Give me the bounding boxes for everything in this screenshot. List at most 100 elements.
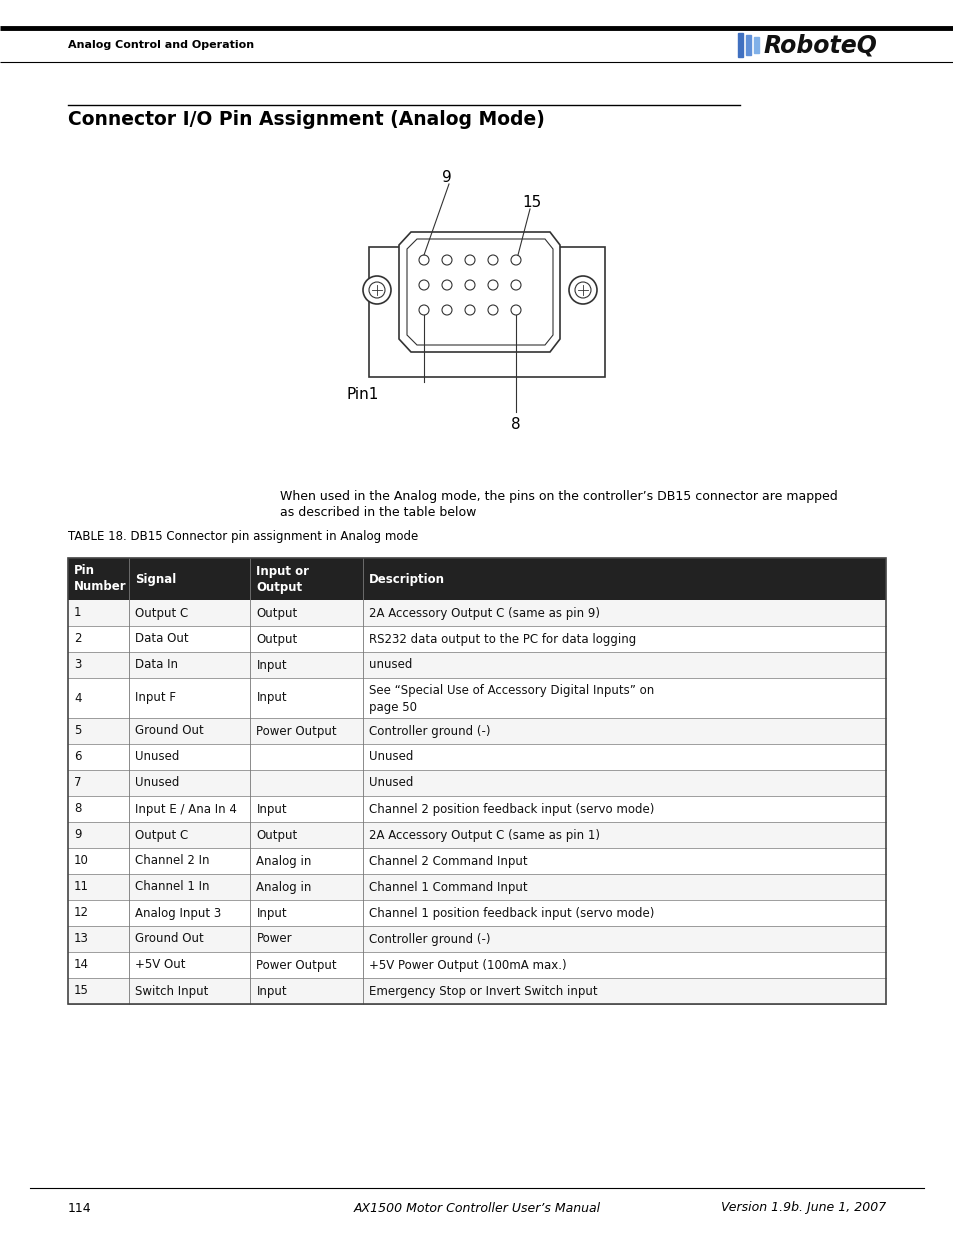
Circle shape bbox=[488, 280, 497, 290]
Bar bbox=[68, 797, 885, 823]
Text: Ground Out: Ground Out bbox=[135, 725, 204, 737]
Text: TABLE 18. DB15 Connector pin assignment in Analog mode: TABLE 18. DB15 Connector pin assignment … bbox=[68, 530, 417, 543]
Text: RoboteQ: RoboteQ bbox=[763, 33, 877, 57]
Text: 8: 8 bbox=[74, 803, 81, 815]
Text: Unused: Unused bbox=[135, 777, 179, 789]
Text: Channel 2 Command Input: Channel 2 Command Input bbox=[369, 855, 527, 867]
Bar bbox=[68, 952, 885, 978]
Circle shape bbox=[418, 305, 429, 315]
Text: Controller ground (-): Controller ground (-) bbox=[369, 725, 490, 737]
Bar bbox=[68, 558, 885, 600]
Text: Input F: Input F bbox=[135, 692, 176, 704]
Text: Channel 1 Command Input: Channel 1 Command Input bbox=[369, 881, 527, 893]
Circle shape bbox=[511, 254, 520, 266]
Text: Output: Output bbox=[256, 632, 297, 646]
Text: unused: unused bbox=[369, 658, 413, 672]
Text: RS232 data output to the PC for data logging: RS232 data output to the PC for data log… bbox=[369, 632, 636, 646]
Text: 15: 15 bbox=[74, 984, 89, 998]
Bar bbox=[68, 600, 885, 626]
Text: Ground Out: Ground Out bbox=[135, 932, 204, 946]
Text: Description: Description bbox=[369, 573, 445, 585]
Text: Output: Output bbox=[256, 829, 297, 841]
Text: 9: 9 bbox=[74, 829, 81, 841]
Text: 8: 8 bbox=[511, 417, 520, 432]
Circle shape bbox=[441, 280, 452, 290]
Bar bbox=[68, 823, 885, 848]
Text: Channel 1 position feedback input (servo mode): Channel 1 position feedback input (servo… bbox=[369, 906, 654, 920]
Text: 1: 1 bbox=[74, 606, 81, 620]
Text: 3: 3 bbox=[74, 658, 81, 672]
Bar bbox=[68, 900, 885, 926]
Circle shape bbox=[464, 305, 475, 315]
Text: Input: Input bbox=[256, 984, 287, 998]
Bar bbox=[68, 652, 885, 678]
Text: Unused: Unused bbox=[369, 751, 414, 763]
Text: 114: 114 bbox=[68, 1202, 91, 1214]
Text: 15: 15 bbox=[522, 195, 541, 210]
Circle shape bbox=[418, 280, 429, 290]
Text: +5V Power Output (100mA max.): +5V Power Output (100mA max.) bbox=[369, 958, 566, 972]
Bar bbox=[68, 848, 885, 874]
Text: Controller ground (-): Controller ground (-) bbox=[369, 932, 490, 946]
Text: +5V Out: +5V Out bbox=[135, 958, 186, 972]
Bar bbox=[68, 626, 885, 652]
Circle shape bbox=[418, 254, 429, 266]
Circle shape bbox=[511, 280, 520, 290]
Text: Analog in: Analog in bbox=[256, 855, 312, 867]
Text: Emergency Stop or Invert Switch input: Emergency Stop or Invert Switch input bbox=[369, 984, 598, 998]
Text: Power Output: Power Output bbox=[256, 725, 336, 737]
Text: Signal: Signal bbox=[135, 573, 176, 585]
Text: Pin
Number: Pin Number bbox=[74, 564, 127, 594]
Text: Version 1.9b. June 1, 2007: Version 1.9b. June 1, 2007 bbox=[720, 1202, 885, 1214]
Text: Input: Input bbox=[256, 658, 287, 672]
Text: Input E / Ana In 4: Input E / Ana In 4 bbox=[135, 803, 237, 815]
Bar bbox=[68, 926, 885, 952]
Polygon shape bbox=[398, 232, 559, 352]
Text: Input: Input bbox=[256, 692, 287, 704]
Bar bbox=[753, 37, 759, 53]
Bar bbox=[745, 35, 750, 56]
Text: 4: 4 bbox=[74, 692, 81, 704]
Circle shape bbox=[464, 254, 475, 266]
Text: 12: 12 bbox=[74, 906, 89, 920]
Text: Unused: Unused bbox=[369, 777, 414, 789]
Text: Channel 2 In: Channel 2 In bbox=[135, 855, 210, 867]
Text: as described in the table below: as described in the table below bbox=[280, 506, 476, 519]
Text: Input: Input bbox=[256, 803, 287, 815]
Text: Data Out: Data Out bbox=[135, 632, 189, 646]
Text: Unused: Unused bbox=[135, 751, 179, 763]
Circle shape bbox=[441, 254, 452, 266]
Text: Analog Control and Operation: Analog Control and Operation bbox=[68, 40, 253, 49]
Text: Output C: Output C bbox=[135, 829, 189, 841]
Text: 10: 10 bbox=[74, 855, 89, 867]
Text: 9: 9 bbox=[441, 170, 452, 185]
Bar bbox=[68, 718, 885, 743]
Text: Output: Output bbox=[256, 606, 297, 620]
Text: AX1500 Motor Controller User’s Manual: AX1500 Motor Controller User’s Manual bbox=[353, 1202, 600, 1214]
Circle shape bbox=[441, 305, 452, 315]
Circle shape bbox=[363, 275, 391, 304]
Text: Power: Power bbox=[256, 932, 292, 946]
Text: 6: 6 bbox=[74, 751, 81, 763]
Bar bbox=[68, 874, 885, 900]
Text: 2: 2 bbox=[74, 632, 81, 646]
Circle shape bbox=[575, 282, 590, 298]
Text: 13: 13 bbox=[74, 932, 89, 946]
Text: Connector I/O Pin Assignment (Analog Mode): Connector I/O Pin Assignment (Analog Mod… bbox=[68, 110, 544, 128]
Circle shape bbox=[568, 275, 597, 304]
Text: Analog in: Analog in bbox=[256, 881, 312, 893]
Bar bbox=[68, 769, 885, 797]
Polygon shape bbox=[369, 247, 604, 377]
Circle shape bbox=[511, 305, 520, 315]
Circle shape bbox=[488, 254, 497, 266]
Text: 2A Accessory Output C (same as pin 1): 2A Accessory Output C (same as pin 1) bbox=[369, 829, 599, 841]
Text: Channel 1 In: Channel 1 In bbox=[135, 881, 210, 893]
Text: See “Special Use of Accessory Digital Inputs” on
page 50: See “Special Use of Accessory Digital In… bbox=[369, 684, 654, 714]
Bar bbox=[68, 678, 885, 718]
Bar bbox=[68, 978, 885, 1004]
Bar bbox=[68, 743, 885, 769]
Bar bbox=[738, 33, 742, 57]
Text: Input or
Output: Input or Output bbox=[256, 564, 309, 594]
Polygon shape bbox=[407, 240, 553, 345]
Text: Analog Input 3: Analog Input 3 bbox=[135, 906, 221, 920]
